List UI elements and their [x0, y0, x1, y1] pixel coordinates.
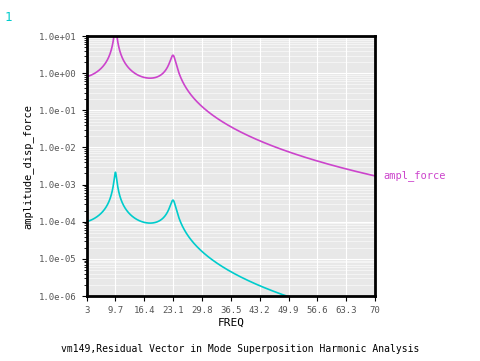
X-axis label: FREQ: FREQ	[217, 318, 244, 327]
Text: 1: 1	[5, 11, 12, 24]
Text: vm149,Residual Vector in Mode Superposition Harmonic Analysis: vm149,Residual Vector in Mode Superposit…	[61, 344, 419, 354]
Text: ampl_disp: ampl_disp	[0, 360, 1, 361]
Y-axis label: amplitude_disp_force: amplitude_disp_force	[23, 104, 34, 229]
Text: ampl_force: ampl_force	[383, 170, 445, 182]
